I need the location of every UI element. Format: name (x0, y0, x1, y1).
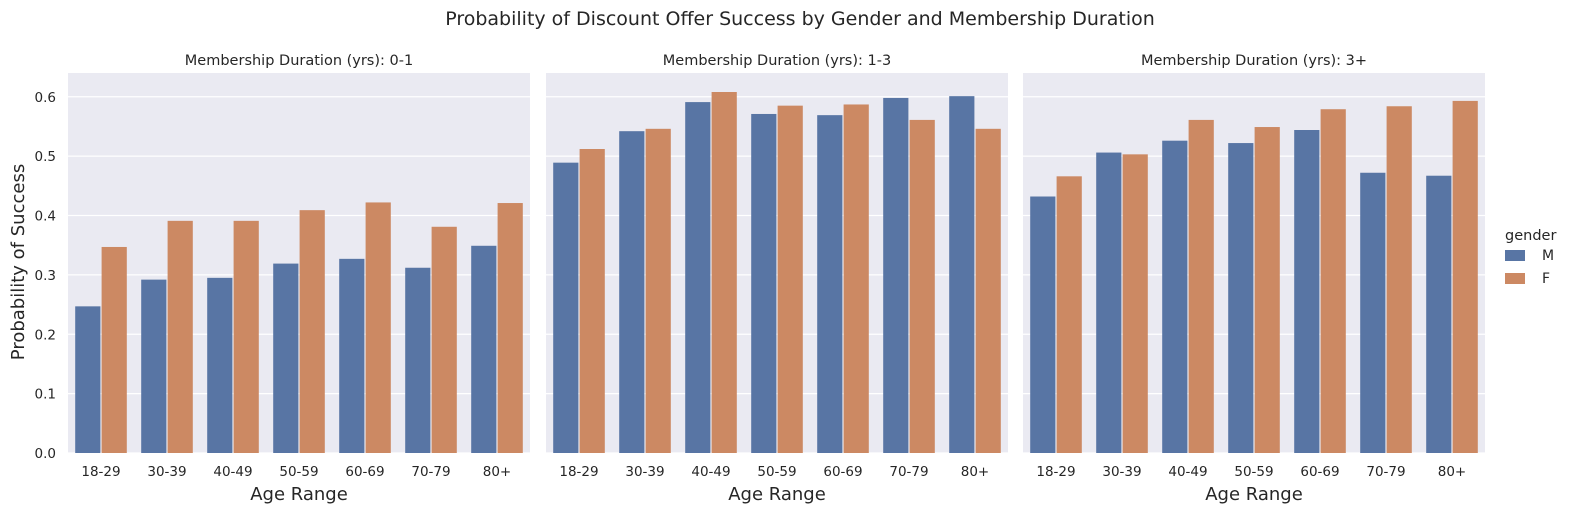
legend-label-F: F (1542, 271, 1550, 287)
bar-M-18-29 (1030, 196, 1056, 453)
y-tick-label: 0.6 (35, 90, 56, 106)
bar-M-30-39 (1096, 152, 1122, 453)
bar-F-40-49 (233, 220, 259, 453)
bar-F-80+ (975, 128, 1001, 453)
bar-F-50-59 (299, 210, 325, 453)
bar-F-40-49 (711, 92, 737, 453)
plot-background (546, 73, 1008, 453)
x-tick-label: 30-39 (1102, 464, 1141, 480)
bar-F-18-29 (1056, 176, 1082, 453)
bar-M-50-59 (751, 113, 777, 453)
bar-M-60-69 (1294, 130, 1320, 453)
x-tick-label: 18-29 (81, 464, 120, 480)
bar-F-80+ (1452, 100, 1478, 453)
panel-3: Membership Duration (yrs): 3+ 18-29 30-39 4… (1023, 53, 1485, 505)
x-tick-label: 40-49 (1168, 464, 1207, 480)
y-tick-label: 0.1 (35, 387, 56, 403)
bar-M-60-69 (339, 258, 365, 453)
x-tick-label: 80+ (1438, 464, 1467, 480)
x-tick-label: 50-59 (1234, 464, 1273, 480)
x-tick-label: 70-79 (1366, 464, 1405, 480)
x-tick-label: 60-69 (823, 464, 862, 480)
bar-F-70-79 (431, 226, 457, 453)
bar-F-18-29 (579, 149, 605, 453)
bar-F-70-79 (1386, 106, 1412, 453)
bar-M-50-59 (1228, 143, 1254, 453)
chart-panels: 0.0 0.1 0.2 0.3 0.4 0.5 0.6 Membership Duration… (35, 53, 1485, 505)
x-tick-label: 70-79 (889, 464, 928, 480)
panel-title: Membership Duration (yrs): 0-1 (185, 53, 413, 69)
x-tick-label: 30-39 (147, 464, 186, 480)
x-tick-label: 40-49 (691, 464, 730, 480)
y-tick-label: 0.0 (35, 446, 56, 462)
x-axis-label: Age Range (250, 484, 348, 505)
x-tick-label: 18-29 (559, 464, 598, 480)
plot-background (68, 73, 530, 453)
panel-2: Membership Duration (yrs): 1-3 18-29 30-39… (546, 53, 1008, 505)
bar-M-70-79 (1360, 172, 1386, 453)
y-tick-label: 0.2 (35, 327, 56, 343)
bar-M-80+ (949, 96, 975, 453)
panel-title: Membership Duration (yrs): 1-3 (663, 53, 891, 69)
bar-F-30-39 (1122, 154, 1148, 453)
x-tick-label: 70-79 (411, 464, 450, 480)
y-tick-label: 0.5 (35, 149, 56, 165)
bar-M-40-49 (1162, 140, 1188, 453)
x-tick-label: 50-59 (279, 464, 318, 480)
bar-F-40-49 (1188, 119, 1214, 453)
bar-M-40-49 (207, 277, 233, 453)
bar-F-30-39 (167, 220, 193, 453)
bar-M-80+ (471, 245, 497, 453)
bar-F-60-69 (843, 104, 869, 453)
bar-M-18-29 (75, 306, 101, 453)
bar-M-18-29 (553, 162, 579, 453)
bar-M-60-69 (817, 115, 843, 453)
bar-M-70-79 (405, 267, 431, 453)
panel-1: 0.0 0.1 0.2 0.3 0.4 0.5 0.6 Membership Duration… (35, 53, 530, 505)
x-tick-label: 80+ (483, 464, 512, 480)
bar-F-80+ (497, 203, 523, 453)
bar-F-60-69 (365, 202, 391, 453)
bar-M-50-59 (273, 263, 299, 453)
x-tick-label: 50-59 (757, 464, 796, 480)
bar-M-70-79 (883, 97, 909, 453)
x-tick-label: 80+ (961, 464, 990, 480)
bar-M-40-49 (685, 102, 711, 453)
x-tick-label: 40-49 (213, 464, 252, 480)
x-axis-label: Age Range (728, 484, 826, 505)
chart-title: Probability of Discount Offer Success by… (445, 8, 1155, 30)
x-axis-label: Age Range (1205, 484, 1303, 505)
legend-swatch-F (1505, 273, 1525, 284)
legend-label-M: M (1542, 248, 1554, 264)
legend: gender MF (1505, 228, 1556, 287)
y-tick-label: 0.4 (35, 209, 56, 225)
bar-M-80+ (1426, 175, 1452, 453)
x-tick-label: 60-69 (345, 464, 384, 480)
bar-F-60-69 (1320, 109, 1346, 453)
bar-M-30-39 (141, 279, 167, 453)
bar-F-50-59 (777, 105, 803, 453)
x-tick-label: 60-69 (1300, 464, 1339, 480)
bar-M-30-39 (619, 131, 645, 453)
x-tick-label: 30-39 (625, 464, 664, 480)
bar-F-30-39 (645, 128, 671, 453)
y-axis-label: Probability of Success (8, 164, 29, 360)
y-tick-label: 0.3 (35, 268, 56, 284)
bar-F-70-79 (909, 119, 935, 453)
panel-title: Membership Duration (yrs): 3+ (1141, 53, 1367, 69)
x-tick-label: 18-29 (1036, 464, 1075, 480)
plot-background (1023, 73, 1485, 453)
legend-title: gender (1505, 228, 1556, 244)
bar-F-50-59 (1254, 127, 1280, 453)
bar-F-18-29 (101, 246, 127, 453)
legend-swatch-M (1505, 250, 1525, 261)
